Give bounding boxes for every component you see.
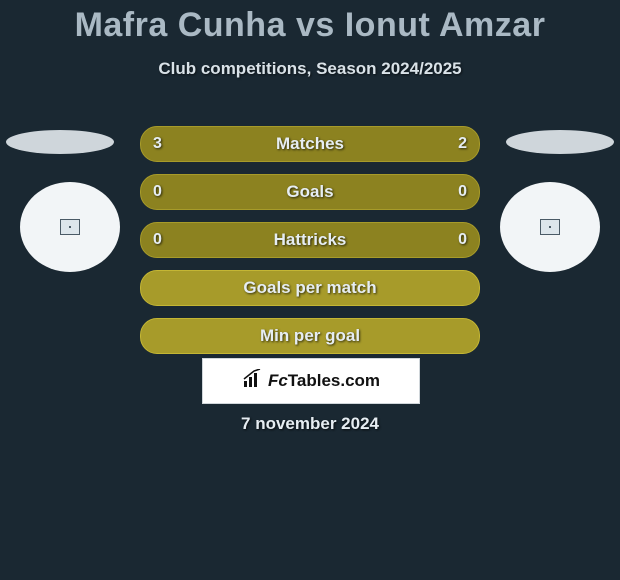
decor-ellipse-right [506, 130, 614, 154]
stat-label: Goals per match [243, 278, 376, 298]
logo-suffix: Tables.com [288, 371, 380, 390]
player2-avatar-placeholder [500, 182, 600, 272]
stat-row: 0 Goals 0 [140, 174, 480, 210]
stat-right-value: 0 [458, 231, 467, 249]
placeholder-icon [60, 219, 80, 235]
stat-row: Goals per match [140, 270, 480, 306]
stat-label: Matches [276, 134, 344, 154]
chart-icon [242, 369, 264, 394]
stat-label: Hattricks [274, 230, 347, 250]
player1-name: Mafra Cunha [75, 6, 286, 44]
stat-row: 3 Matches 2 [140, 126, 480, 162]
stat-right-value: 2 [458, 135, 467, 153]
page-title: Mafra Cunha vs Ionut Amzar [0, 6, 620, 45]
logo-text: FcTables.com [268, 371, 380, 391]
logo-prefix: Fc [268, 371, 288, 390]
subtitle: Club competitions, Season 2024/2025 [0, 59, 620, 79]
stat-left-value: 0 [153, 231, 162, 249]
widget-root: Mafra Cunha vs Ionut Amzar Club competit… [0, 6, 620, 580]
decor-ellipse-left [6, 130, 114, 154]
fctables-logo: FcTables.com [202, 358, 420, 404]
stat-left-value: 0 [153, 183, 162, 201]
player2-name: Ionut Amzar [345, 6, 546, 44]
vs-text: vs [296, 6, 335, 44]
stat-right-value: 0 [458, 183, 467, 201]
stat-row: Min per goal [140, 318, 480, 354]
date-text: 7 november 2024 [0, 414, 620, 434]
stat-left-value: 3 [153, 135, 162, 153]
stat-label: Min per goal [260, 326, 360, 346]
player1-avatar-placeholder [20, 182, 120, 272]
stat-row: 0 Hattricks 0 [140, 222, 480, 258]
stat-label: Goals [286, 182, 333, 202]
placeholder-icon [540, 219, 560, 235]
stats-table: 3 Matches 2 0 Goals 0 0 Hattricks 0 Goals per mat… [140, 126, 480, 366]
